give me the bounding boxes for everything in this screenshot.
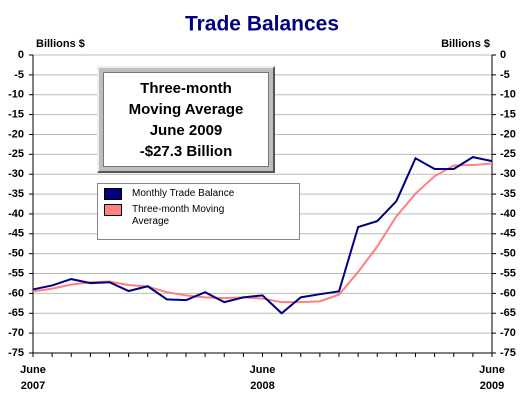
y2-axis-label: Billions $ (441, 38, 490, 50)
annotation-box: Three-month Moving Average June 2009 -$27.3… (97, 66, 275, 173)
series-line (32, 156, 493, 315)
y2-tick-label: -20 (500, 128, 516, 140)
legend-item: Monthly Trade Balance (104, 188, 293, 200)
annotation-line: Moving Average (128, 100, 244, 118)
y-tick-label: -55 (8, 267, 24, 279)
annotation-line: June 2009 (149, 121, 223, 139)
y-tick-label: -75 (8, 347, 24, 359)
y-tick-label: -15 (8, 109, 24, 121)
y2-tick-label: 0 (500, 49, 506, 61)
y2-tick-label: -35 (500, 188, 516, 200)
annotation-line: -$27.3 Billion (139, 142, 233, 160)
y-tick-label: -65 (8, 307, 24, 319)
y2-tick-label: -65 (500, 307, 516, 319)
legend-label: Three-month Moving Average (132, 204, 225, 227)
y2-tick-label: -75 (500, 347, 516, 359)
y-tick-label: -35 (8, 188, 24, 200)
y-tick-label: -60 (8, 287, 24, 299)
y2-tick-label: -60 (500, 287, 516, 299)
legend-swatch (104, 188, 122, 200)
legend-label: Monthly Trade Balance (132, 188, 235, 199)
y2-tick-label: -40 (500, 208, 516, 220)
y2-tick-label: -10 (500, 89, 516, 101)
y2-tick-label: -70 (500, 327, 516, 339)
y-tick-label: -20 (8, 128, 24, 140)
y-tick-label: 0 (18, 49, 24, 61)
chart-title: Trade Balances (185, 13, 339, 36)
y-tick-label: -30 (8, 168, 24, 180)
y-tick-label: -10 (8, 89, 24, 101)
y2-tick-label: -50 (500, 248, 516, 260)
y2-tick-label: -55 (500, 267, 516, 279)
y2-tick-label: -30 (500, 168, 516, 180)
y-tick-label: -40 (8, 208, 24, 220)
y-tick-label: -50 (8, 248, 24, 260)
legend-item: Three-month Moving Average (104, 204, 293, 228)
x-tick-label: June 2007 (20, 364, 46, 392)
y-tick-label: -5 (14, 69, 24, 81)
y-tick-label: -45 (8, 228, 24, 240)
y-tick-label: -70 (8, 327, 24, 339)
annotation-inner: Three-month Moving Average June 2009 -$27.3… (103, 72, 269, 167)
y2-tick-label: -5 (500, 69, 510, 81)
y-tick-label: -25 (8, 148, 24, 160)
y2-tick-label: -45 (500, 228, 516, 240)
y-axis-label: Billions $ (36, 38, 85, 50)
legend-swatch (104, 204, 122, 216)
y2-tick-label: -15 (500, 109, 516, 121)
legend: Monthly Trade Balance Three-month Moving … (97, 183, 300, 240)
x-tick-label: June 2008 (249, 364, 276, 392)
x-tick-label: June 2009 (479, 364, 505, 392)
y2-tick-label: -25 (500, 148, 516, 160)
annotation-line: Three-month (140, 79, 232, 97)
